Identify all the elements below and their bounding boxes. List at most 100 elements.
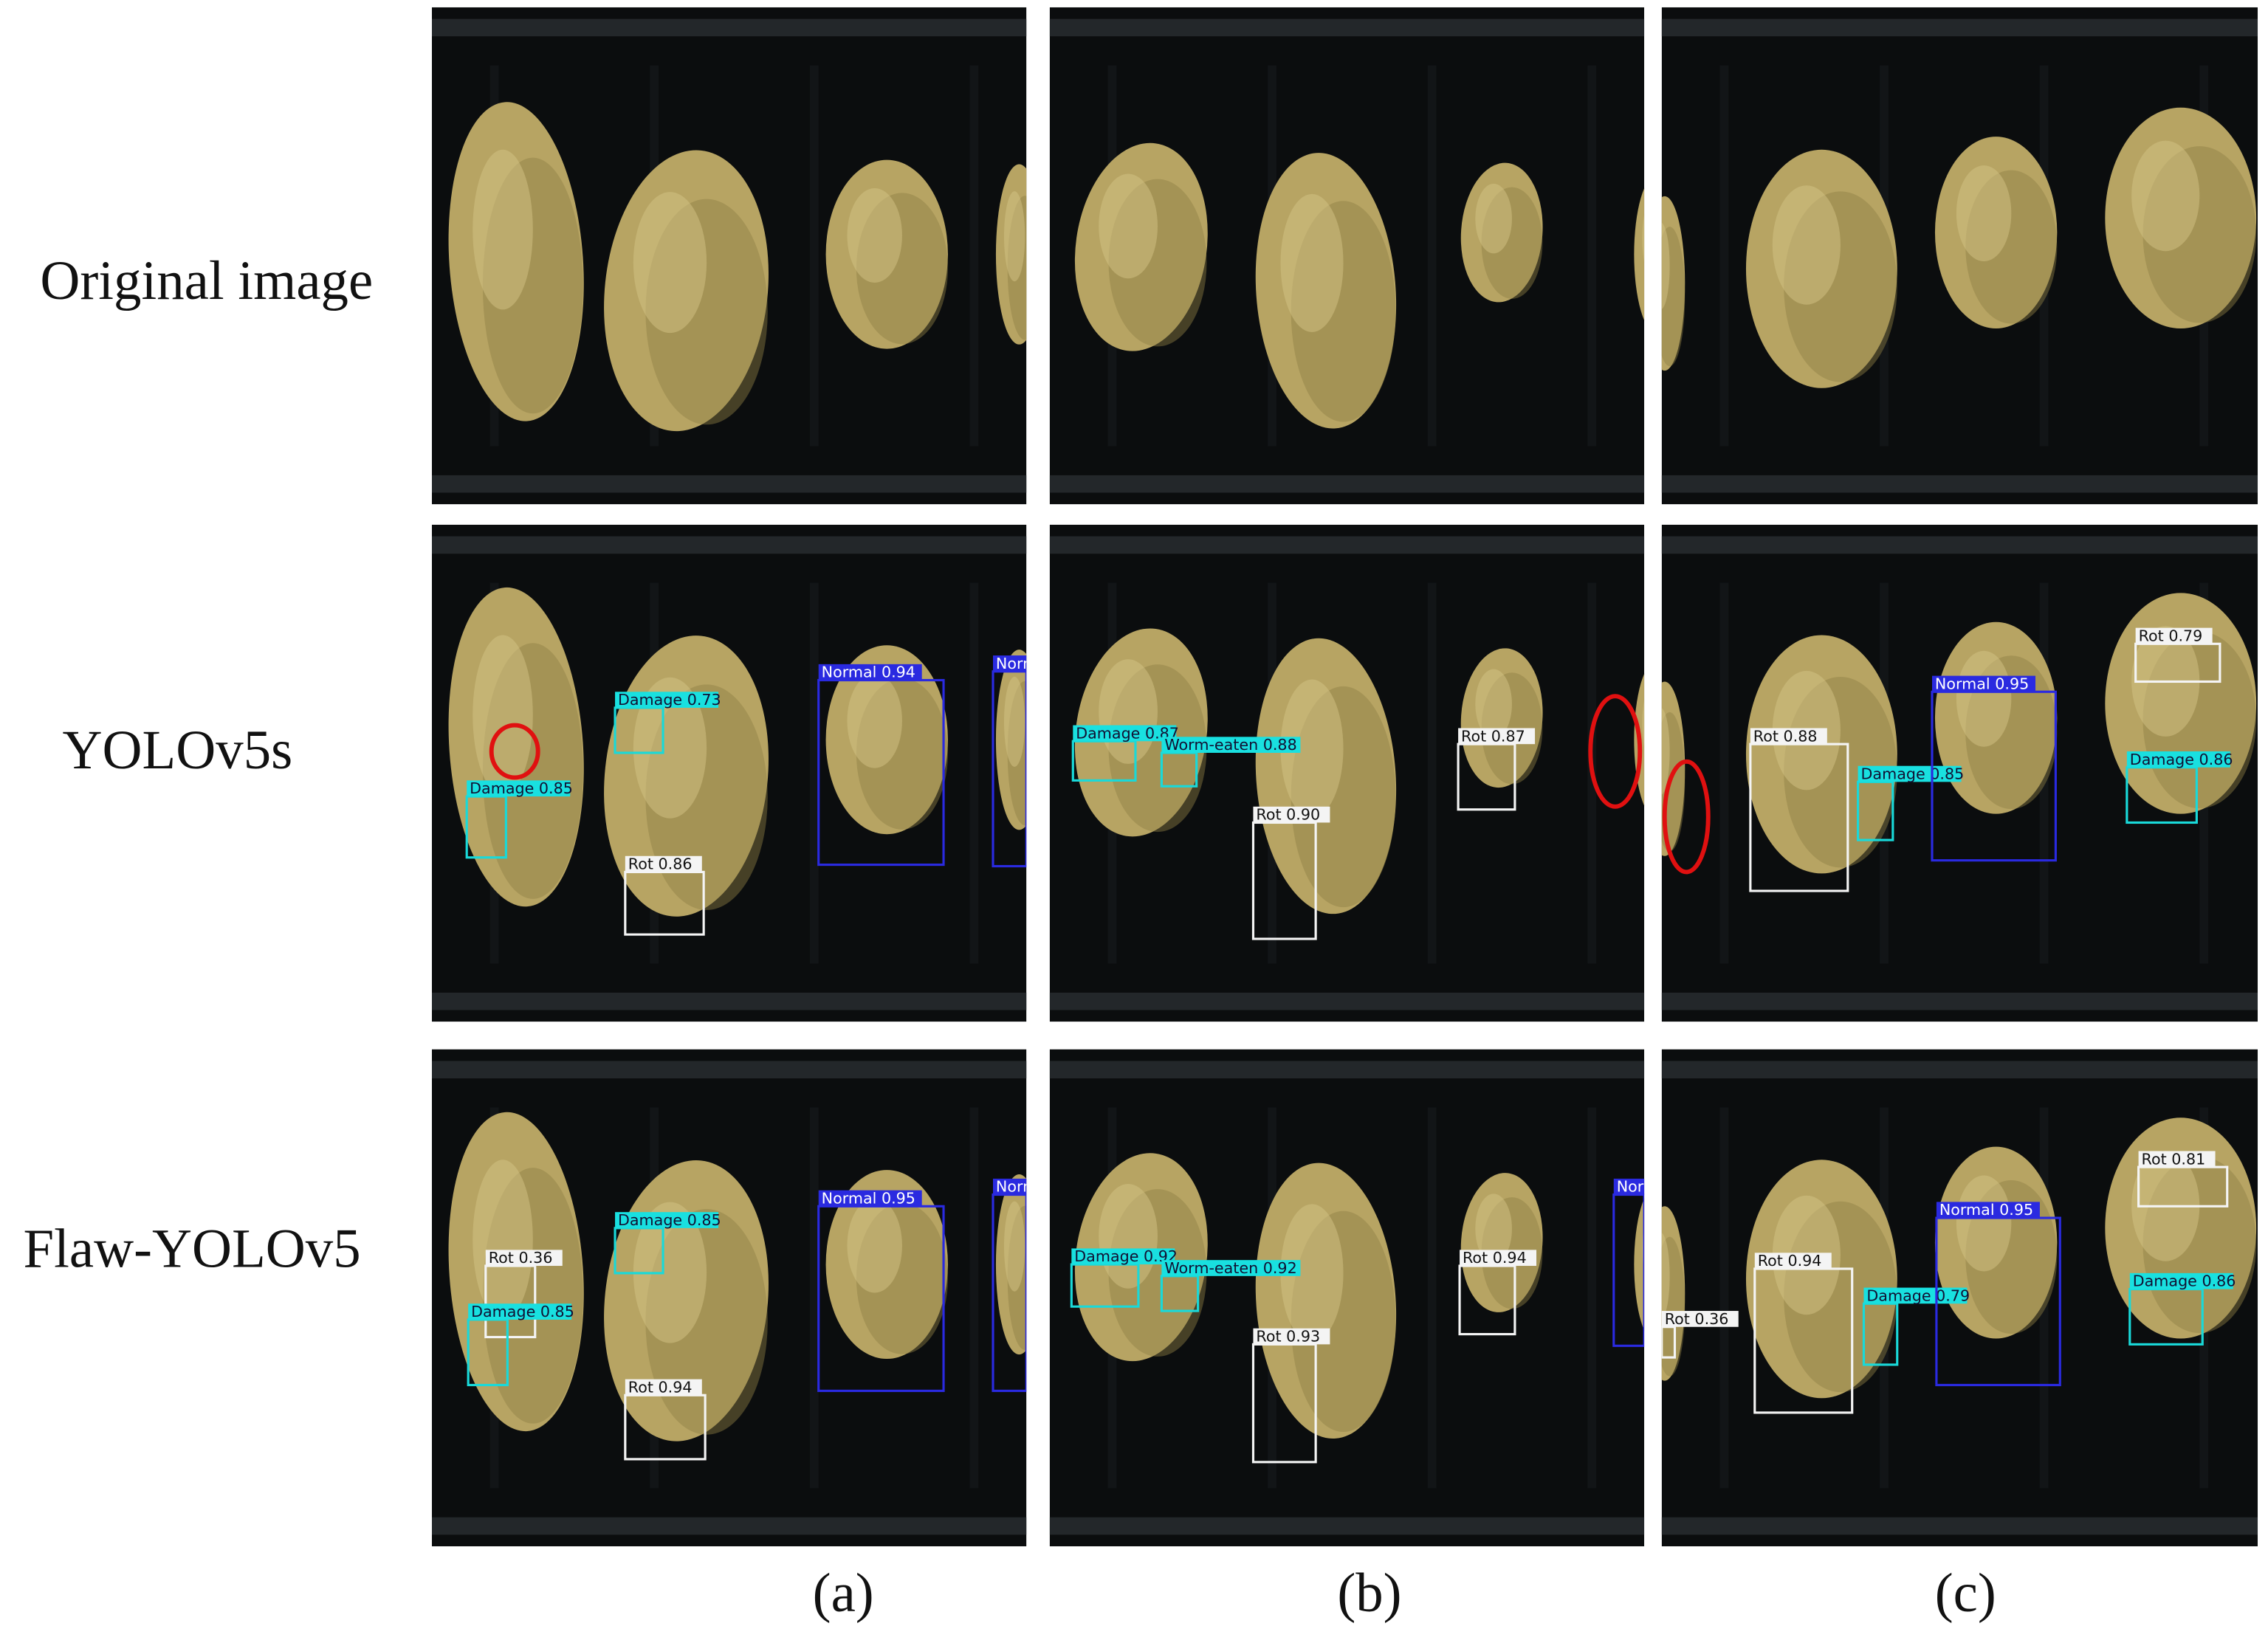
potato-highlight bbox=[633, 677, 707, 819]
potato bbox=[1634, 188, 1645, 321]
potato-highlight bbox=[1661, 708, 1670, 795]
detection-label: Rot 0.79 bbox=[2139, 627, 2203, 644]
potato-highlight bbox=[1475, 1194, 1512, 1264]
potato-highlight bbox=[472, 635, 533, 796]
detection-tag bbox=[1253, 806, 1330, 823]
detection-tag bbox=[467, 780, 571, 797]
potato-highlight bbox=[1003, 676, 1025, 767]
detection-tag bbox=[468, 1303, 572, 1320]
detection-tag bbox=[1750, 728, 1827, 745]
detection-label: Rot 0.93 bbox=[1256, 1328, 1320, 1346]
detection-label: Damage 0.85 bbox=[470, 779, 573, 797]
roller bbox=[431, 1517, 1027, 1535]
detection-label: Normal 0.95 bbox=[1935, 675, 2029, 692]
row-label: Original image bbox=[40, 250, 373, 311]
roller bbox=[1049, 536, 1645, 554]
potato-highlight bbox=[1099, 1183, 1158, 1289]
roller bbox=[431, 18, 1027, 37]
potato-highlight bbox=[1661, 1233, 1670, 1320]
potato-highlight bbox=[1003, 1201, 1025, 1292]
detection-tag bbox=[2135, 627, 2213, 644]
roller bbox=[431, 475, 1027, 493]
roller bbox=[1049, 475, 1645, 493]
column-label: (c) bbox=[1935, 1563, 1996, 1624]
potato-highlight bbox=[847, 1198, 902, 1293]
roller-bar bbox=[1427, 65, 1437, 447]
detection-label: Damage 0.92 bbox=[1074, 1247, 1178, 1265]
roller-bar bbox=[1587, 1107, 1597, 1489]
roller-bar bbox=[1719, 582, 1729, 964]
roller-bar bbox=[969, 65, 979, 447]
detection-tag bbox=[615, 692, 719, 708]
roller bbox=[1661, 18, 2258, 37]
potato-highlight bbox=[2131, 140, 2200, 252]
potato-highlight bbox=[1772, 185, 1841, 305]
detection-tag bbox=[993, 1178, 1027, 1195]
detection-tag bbox=[1863, 1287, 1968, 1304]
roller bbox=[1661, 536, 2258, 554]
potato-highlight bbox=[1661, 222, 1670, 309]
row-label: Flaw-YOLOv5 bbox=[23, 1218, 360, 1279]
detection-tag bbox=[625, 1379, 702, 1396]
detection-label: Rot 0.94 bbox=[1758, 1252, 1822, 1270]
photo-panel bbox=[1661, 7, 2258, 505]
detection-tag bbox=[615, 1212, 719, 1228]
detection-tag bbox=[1936, 1202, 2040, 1219]
detection-label: Normal 0.72 bbox=[996, 1178, 1090, 1196]
column-label: (a) bbox=[813, 1563, 874, 1624]
detection-tag bbox=[1661, 1311, 1739, 1327]
roller bbox=[1049, 1061, 1645, 1079]
detection-tag bbox=[1613, 1178, 1645, 1195]
detection-tag bbox=[1932, 675, 2036, 692]
detection-label: Normal 0.61 bbox=[1617, 1178, 1711, 1196]
roller-bar bbox=[969, 1107, 979, 1489]
roller bbox=[431, 1061, 1027, 1079]
detection-label: Normal 0.75 bbox=[996, 655, 1090, 672]
potato-highlight bbox=[847, 187, 902, 283]
potato-highlight bbox=[1280, 1204, 1344, 1343]
detection-label: Rot 0.36 bbox=[1665, 1310, 1729, 1328]
column-label: (b) bbox=[1337, 1563, 1401, 1624]
detection-tag bbox=[2126, 751, 2230, 768]
roller bbox=[1661, 1061, 2258, 1079]
detection-label: Rot 0.90 bbox=[1256, 806, 1320, 824]
roller bbox=[431, 992, 1027, 1010]
detection-label: Rot 0.94 bbox=[1463, 1249, 1527, 1267]
detection-tag bbox=[485, 1250, 563, 1267]
detection-label: Worm-eaten 0.92 bbox=[1164, 1259, 1296, 1277]
detection-tag bbox=[1458, 728, 1536, 745]
roller bbox=[1049, 1517, 1645, 1535]
potato-highlight bbox=[472, 1160, 533, 1320]
detection-label: Rot 0.88 bbox=[1753, 727, 1818, 745]
detection-tag bbox=[1071, 1248, 1175, 1265]
roller bbox=[1049, 18, 1645, 37]
photo-panel bbox=[431, 7, 1027, 505]
detection-label: Damage 0.73 bbox=[618, 691, 721, 709]
roller-bar bbox=[809, 582, 819, 964]
detection-label: Rot 0.94 bbox=[628, 1378, 693, 1396]
potato-highlight bbox=[1280, 679, 1344, 818]
roller bbox=[431, 536, 1027, 554]
detection-tag bbox=[993, 655, 1027, 672]
roller bbox=[1661, 992, 2258, 1010]
potato-highlight bbox=[1099, 173, 1158, 279]
row-label: YOLOv5s bbox=[63, 720, 293, 781]
roller-bar bbox=[1719, 1107, 1729, 1489]
potato-highlight bbox=[1475, 183, 1512, 254]
detection-tag bbox=[1754, 1253, 1832, 1269]
roller-bar bbox=[1427, 582, 1437, 964]
roller bbox=[1049, 992, 1645, 1010]
photo-panel: Damage 0.73 Damage 0.85 Rot 0.86 Normal 0.9… bbox=[431, 524, 1090, 1022]
missed-detection-marker bbox=[1588, 694, 1643, 809]
detection-label: Rot 0.36 bbox=[489, 1249, 553, 1267]
potato-highlight bbox=[1642, 214, 1645, 262]
detection-tag bbox=[818, 664, 922, 681]
detection-label: Normal 0.94 bbox=[822, 664, 915, 681]
detection-tag bbox=[1253, 1328, 1330, 1345]
potato-highlight bbox=[1956, 1175, 2012, 1272]
photo-panel: Damage 0.85 Rot 0.36 Damage 0.85 Rot 0.94 No… bbox=[431, 1049, 1090, 1547]
potato-highlight bbox=[633, 1202, 707, 1343]
